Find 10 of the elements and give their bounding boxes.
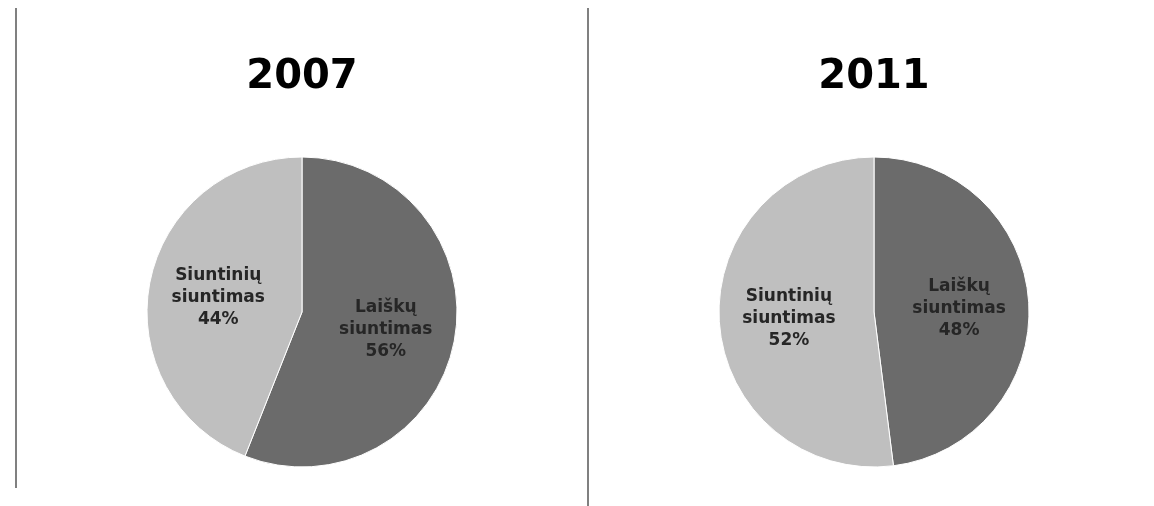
slice-label: Laiškų siuntimas <box>339 295 433 338</box>
data-label: 44% <box>197 308 239 329</box>
data-label: 52% <box>768 329 810 350</box>
chart-title: 2007 <box>246 51 358 97</box>
slice-label: Laiškų siuntimas <box>912 274 1006 317</box>
slice-label: Siuntinių siuntimas <box>742 285 836 328</box>
data-label: 48% <box>938 318 980 339</box>
data-label: 56% <box>365 339 407 360</box>
chart-title: 2011 <box>818 51 930 97</box>
slice-label: Siuntinių siuntimas <box>171 264 265 307</box>
